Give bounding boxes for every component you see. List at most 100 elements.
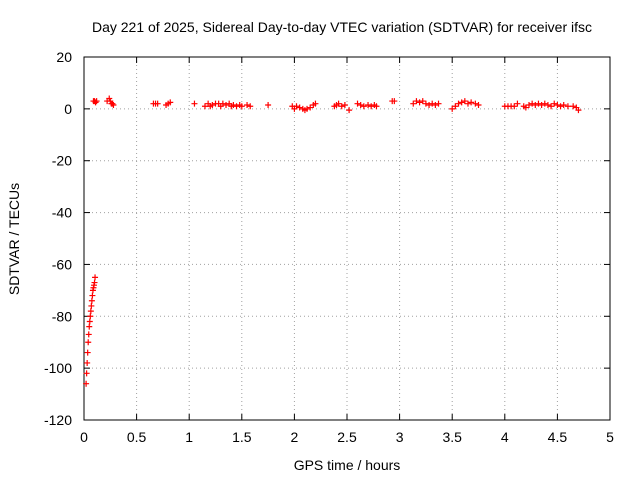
data-point [86,318,93,325]
data-point [293,103,300,110]
data-point [338,103,345,110]
data-point [468,99,475,106]
data-point [346,107,353,114]
chart-title: Day 221 of 2025, Sidereal Day-to-day VTE… [92,19,592,35]
data-point [91,279,98,286]
data-point [548,103,555,110]
data-point [233,103,240,110]
data-point [544,101,551,108]
x-tick-label: 4 [501,429,509,445]
y-tick-label: 20 [56,49,72,65]
data-point [365,101,372,108]
data-point [83,380,90,387]
data-point [84,359,91,366]
y-tick-label: -60 [52,256,72,272]
y-tick-label: -120 [44,412,72,428]
data-point [110,101,117,108]
data-point [458,99,465,106]
y-tick-label: -40 [52,205,72,221]
data-point [83,370,90,377]
data-point [92,274,99,281]
x-axis-title: GPS time / hours [294,457,401,473]
grid-lines [84,57,610,420]
data-point [554,101,561,108]
data-point [354,100,361,107]
x-tick-label: 1.5 [232,429,252,445]
data-point [532,101,539,108]
data-point [535,100,542,107]
data-point [419,98,426,105]
data-point [413,98,420,105]
x-tick-label: 2.5 [337,429,357,445]
data-point [368,103,375,110]
data-point [238,103,245,110]
data-point [87,308,94,315]
data-point [357,101,364,108]
data-point [244,101,251,108]
data-point [422,100,429,107]
y-tick-label: 0 [64,101,72,117]
data-point [472,100,479,107]
data-point [432,101,439,108]
data-point [551,100,558,107]
data-points [83,95,582,387]
y-tick-label: -100 [44,360,72,376]
data-point [335,100,342,107]
x-tick-label: 1 [185,429,193,445]
data-point [209,101,216,108]
data-point [373,103,380,110]
y-tick-label: -80 [52,308,72,324]
data-point [570,103,577,110]
data-point [452,103,459,110]
x-tick-label: 2 [291,429,299,445]
data-point [511,103,518,110]
data-point [304,105,311,112]
data-point [109,100,116,107]
data-point [557,103,564,110]
data-point [88,297,95,304]
data-point [92,99,99,106]
data-point [88,302,95,309]
data-point [538,101,545,108]
y-tick-labels: -120 -100 -80 -60 -40 -20 0 20 [44,49,72,428]
data-point [410,100,417,107]
x-tick-label: 0 [80,429,88,445]
data-point [560,101,567,108]
data-point [201,103,208,110]
data-point [514,100,521,107]
data-point [525,101,532,108]
data-point [341,101,348,108]
data-point [575,107,582,114]
data-point [296,104,303,111]
plot-frame [83,56,611,421]
data-point [93,98,100,105]
data-point [429,100,436,107]
data-point [89,292,96,299]
data-point [86,323,93,330]
data-point [219,100,226,107]
x-tick-label: 4.5 [548,429,568,445]
data-point [564,103,571,110]
data-point [265,101,272,108]
data-point [529,100,536,107]
data-point [85,331,92,338]
data-point [312,100,319,107]
x-tick-label: 3.5 [442,429,462,445]
data-point [191,100,198,107]
data-point [360,103,367,110]
data-point [84,349,91,356]
data-point [522,104,529,111]
y-tick-label: -20 [52,153,72,169]
data-point [449,105,456,112]
data-point [464,100,471,107]
x-tick-labels: 0 0.5 1 1.5 2 2.5 3 3.5 4 4.5 5 [80,429,614,445]
data-point [223,101,230,108]
data-point [455,100,462,107]
data-point [435,100,442,107]
data-point [85,339,92,346]
data-point [461,98,468,105]
data-point [416,99,423,106]
data-point [167,99,174,106]
data-point [541,100,548,107]
